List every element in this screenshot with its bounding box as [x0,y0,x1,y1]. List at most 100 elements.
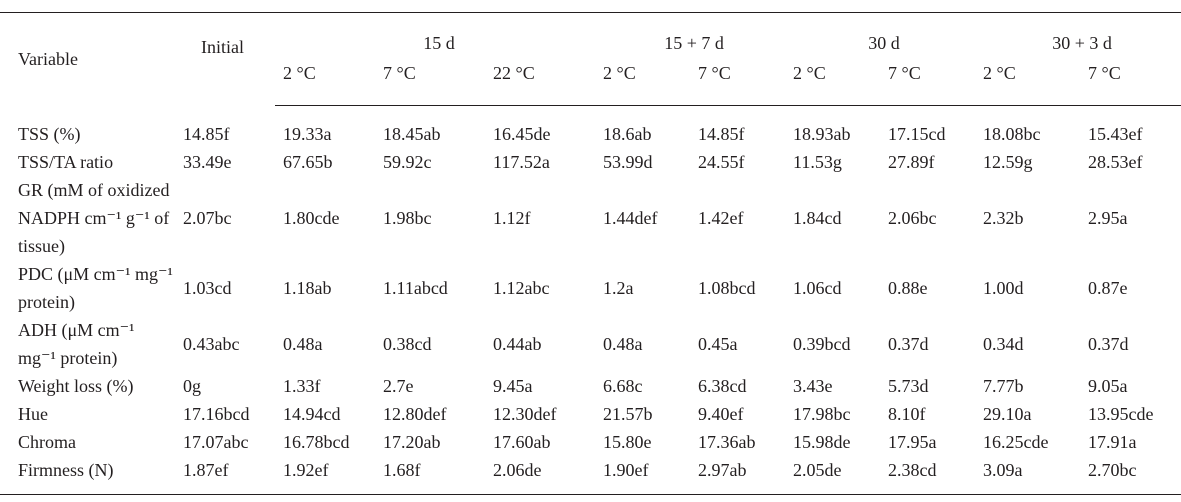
table-cell: 18.93ab [793,124,851,144]
table-cell: 0.43abc [183,334,240,354]
table-cell: 28.53ef [1088,152,1143,172]
group-header: 30 d [785,12,976,57]
table-cell: 0.87e [1088,278,1128,298]
table-cell: 17.16bcd [183,404,250,424]
table-cell: 0g [183,376,201,396]
table-cell: 16.25cde [983,432,1049,452]
table-cell: 11.53g [793,152,842,172]
table-cell: 67.65b [283,152,333,172]
table-cell: 2.07bc [183,208,232,228]
table-cell: 0.34d [983,334,1024,354]
table-cell: 29.10a [983,404,1032,424]
table-cell: 1.12f [493,208,531,228]
group-header: 30 + 3 d [975,12,1181,57]
table-cell: 12.30def [493,404,557,424]
table-row: TSS/TA ratio 33.49e 67.65b 59.92c 117.52a 53.… [0,148,1181,176]
table-cell: 27.89f [888,152,935,172]
table-cell: 17.07abc [183,432,249,452]
table-cell: 1.12abc [493,278,550,298]
subheader-row: 2 °C 7 °C 22 °C 2 °C 7 °C 2 °C 7 °C 2 °C 7 °C [0,57,1181,106]
table-body: TSS (%) 14.85f 19.33a 18.45ab 16.45de 18.6ab 1… [0,106,1181,495]
data-table: Variable Initial 15 d 15 + 7 d 30 d 30 + 3 … [0,12,1181,495]
table-cell: 2.38cd [880,456,976,495]
table-cell: 0.38cd [383,334,432,354]
table-cell: 2.97ab [690,456,786,495]
table-cell: 15.80e [603,432,652,452]
row-label: GR (mM of oxidized NADPH cm⁻¹ g⁻¹ of tis… [18,180,170,256]
table-cell: 14.85f [698,124,745,144]
table-cell: 21.57b [603,404,653,424]
table-cell: 0.45a [698,334,738,354]
table-cell: 1.68f [375,456,485,495]
row-label: Hue [18,404,48,424]
table-cell: 1.33f [283,376,321,396]
table-cell: 15.43ef [1088,124,1143,144]
subheader-cell: 2 °C [785,57,881,106]
table-cell: 18.45ab [383,124,441,144]
table-cell: 1.87ef [175,456,275,495]
table-cell: 12.80def [383,404,447,424]
table-row: Hue 17.16bcd 14.94cd 12.80def 12.30def 21.57b… [0,400,1181,428]
table-cell: 1.18ab [283,278,332,298]
table-cell: 9.40ef [698,404,744,424]
table-cell: 2.06de [485,456,596,495]
table-cell: 2.7e [383,376,414,396]
table-cell: 5.73d [888,376,929,396]
table-cell: 13.95cde [1088,404,1154,424]
table-cell: 0.37d [888,334,929,354]
table-cell: 16.45de [493,124,551,144]
table-row: Firmness (N) 1.87ef 1.92ef 1.68f 2.06de 1.90e… [0,456,1181,495]
table-cell: 1.03cd [183,278,232,298]
group-header: 15 d [275,12,596,57]
table-cell: 16.78bcd [283,432,350,452]
table-cell: 1.44def [603,208,658,228]
subheader-cell: 22 °C [485,57,596,106]
header-row: Variable Initial 15 d 15 + 7 d 30 d 30 + 3 … [0,12,1181,106]
table-row: TSS (%) 14.85f 19.33a 18.45ab 16.45de 18.6ab 1… [0,106,1181,149]
table-row: Chroma 17.07abc 16.78bcd 17.20ab 17.60ab 15.8… [0,428,1181,456]
table-row: PDC (μM cm⁻¹ mg⁻¹ protein) 1.03cd 1.18ab 1.… [0,260,1181,316]
table-cell: 2.95a [1088,208,1128,228]
row-label: PDC (μM cm⁻¹ mg⁻¹ protein) [18,264,173,312]
table-cell: 19.33a [283,124,332,144]
row-label: ADH (μM cm⁻¹ mg⁻¹ protein) [18,320,135,368]
table-cell: 15.98de [793,432,851,452]
table-cell: 53.99d [603,152,653,172]
table-row: Weight loss (%) 0g 1.33f 2.7e 9.45a 6.68c 6.38… [0,372,1181,400]
table-cell: 1.80cde [283,208,340,228]
subheader-cell: 2 °C [595,57,691,106]
subheader-cell: 7 °C [375,57,485,106]
table-cell: 9.05a [1088,376,1128,396]
subheader-cell: 7 °C [880,57,976,106]
table-cell: 17.95a [888,432,937,452]
row-label: Chroma [18,432,76,452]
table-cell: 117.52a [493,152,550,172]
table-cell: 7.77b [983,376,1024,396]
table-cell: 14.94cd [283,404,341,424]
subheader-cell: 2 °C [275,57,375,106]
table-cell: 1.06cd [793,278,842,298]
table-cell: 59.92c [383,152,432,172]
table-cell: 1.42ef [698,208,744,228]
table-cell: 0.48a [283,334,323,354]
table-row: ADH (μM cm⁻¹ mg⁻¹ protein) 0.43abc 0.48a 0.… [0,316,1181,372]
row-label: Weight loss (%) [18,376,134,396]
table-cell: 9.45a [493,376,533,396]
table-cell: 0.37d [1088,334,1129,354]
table-cell: 2.70bc [1080,456,1181,495]
table-cell: 2.05de [785,456,881,495]
table-cell: 2.06bc [888,208,937,228]
table-cell: 17.36ab [698,432,756,452]
table-cell: 0.88e [888,278,928,298]
table-row: GR (mM of oxidized NADPH cm⁻¹ g⁻¹ of tis… [0,176,1181,260]
table-head: Variable Initial 15 d 15 + 7 d 30 d 30 + 3 … [0,12,1181,106]
table-cell: 17.91a [1088,432,1137,452]
table-cell: 17.20ab [383,432,441,452]
table-cell: 6.68c [603,376,643,396]
table-cell: 3.09a [975,456,1081,495]
table-cell: 17.60ab [493,432,551,452]
row-label: TSS/TA ratio [18,152,114,172]
row-label: TSS (%) [18,123,81,144]
table-cell: 1.92ef [275,456,375,495]
subheader-cell: 7 °C [1080,57,1181,106]
